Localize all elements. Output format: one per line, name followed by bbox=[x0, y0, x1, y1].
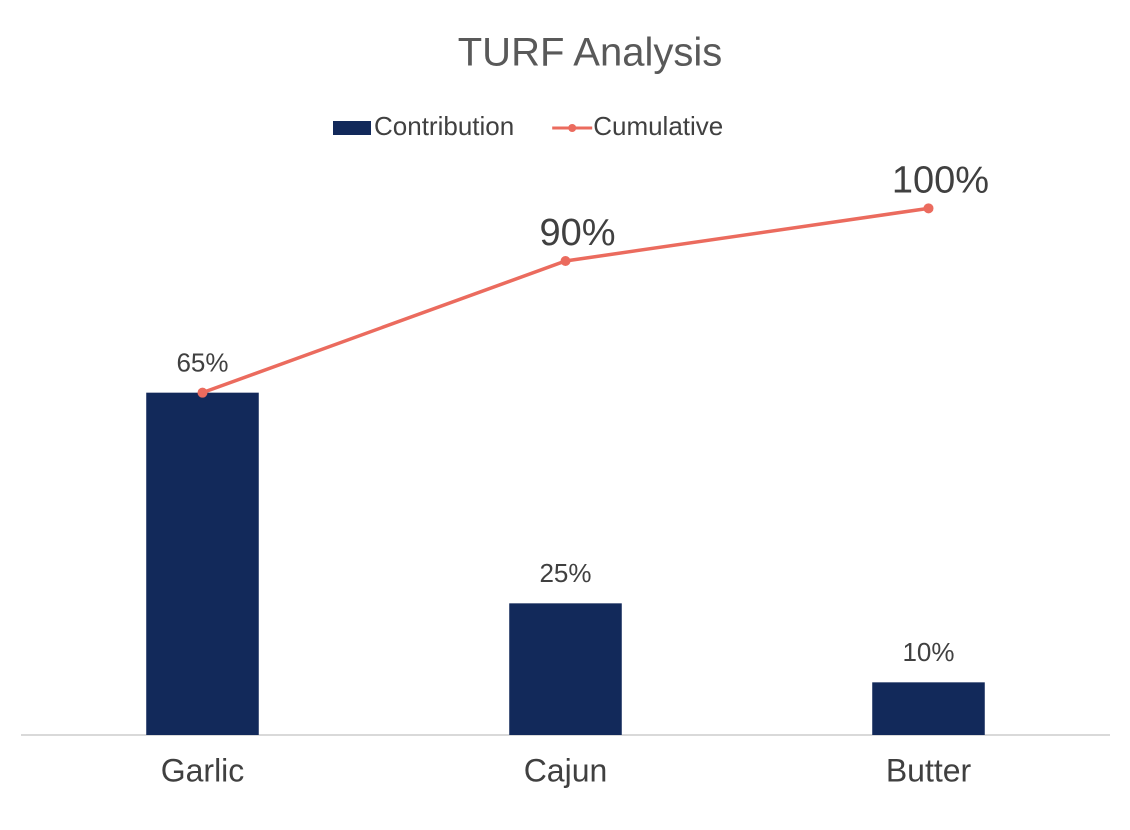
x-tick-label: Butter bbox=[886, 752, 972, 788]
data-label: 90% bbox=[539, 212, 615, 254]
x-tick-label: Cajun bbox=[524, 752, 608, 788]
data-label: 65% bbox=[176, 348, 228, 378]
legend-marker bbox=[568, 124, 577, 132]
legend-label: Cumulative bbox=[593, 111, 723, 141]
legend-label: Contribution bbox=[374, 111, 514, 141]
chart-title: TURF Analysis bbox=[458, 31, 723, 75]
bar bbox=[872, 682, 985, 735]
data-label: 10% bbox=[902, 637, 954, 667]
x-tick-label: Garlic bbox=[161, 752, 245, 788]
line-marker bbox=[197, 387, 208, 398]
legend-swatch bbox=[333, 121, 371, 135]
bar bbox=[146, 392, 259, 735]
data-label: 100% bbox=[892, 159, 989, 201]
line-marker bbox=[560, 256, 571, 266]
bar bbox=[509, 603, 622, 735]
data-label: 25% bbox=[539, 558, 591, 588]
line-marker bbox=[923, 203, 934, 214]
